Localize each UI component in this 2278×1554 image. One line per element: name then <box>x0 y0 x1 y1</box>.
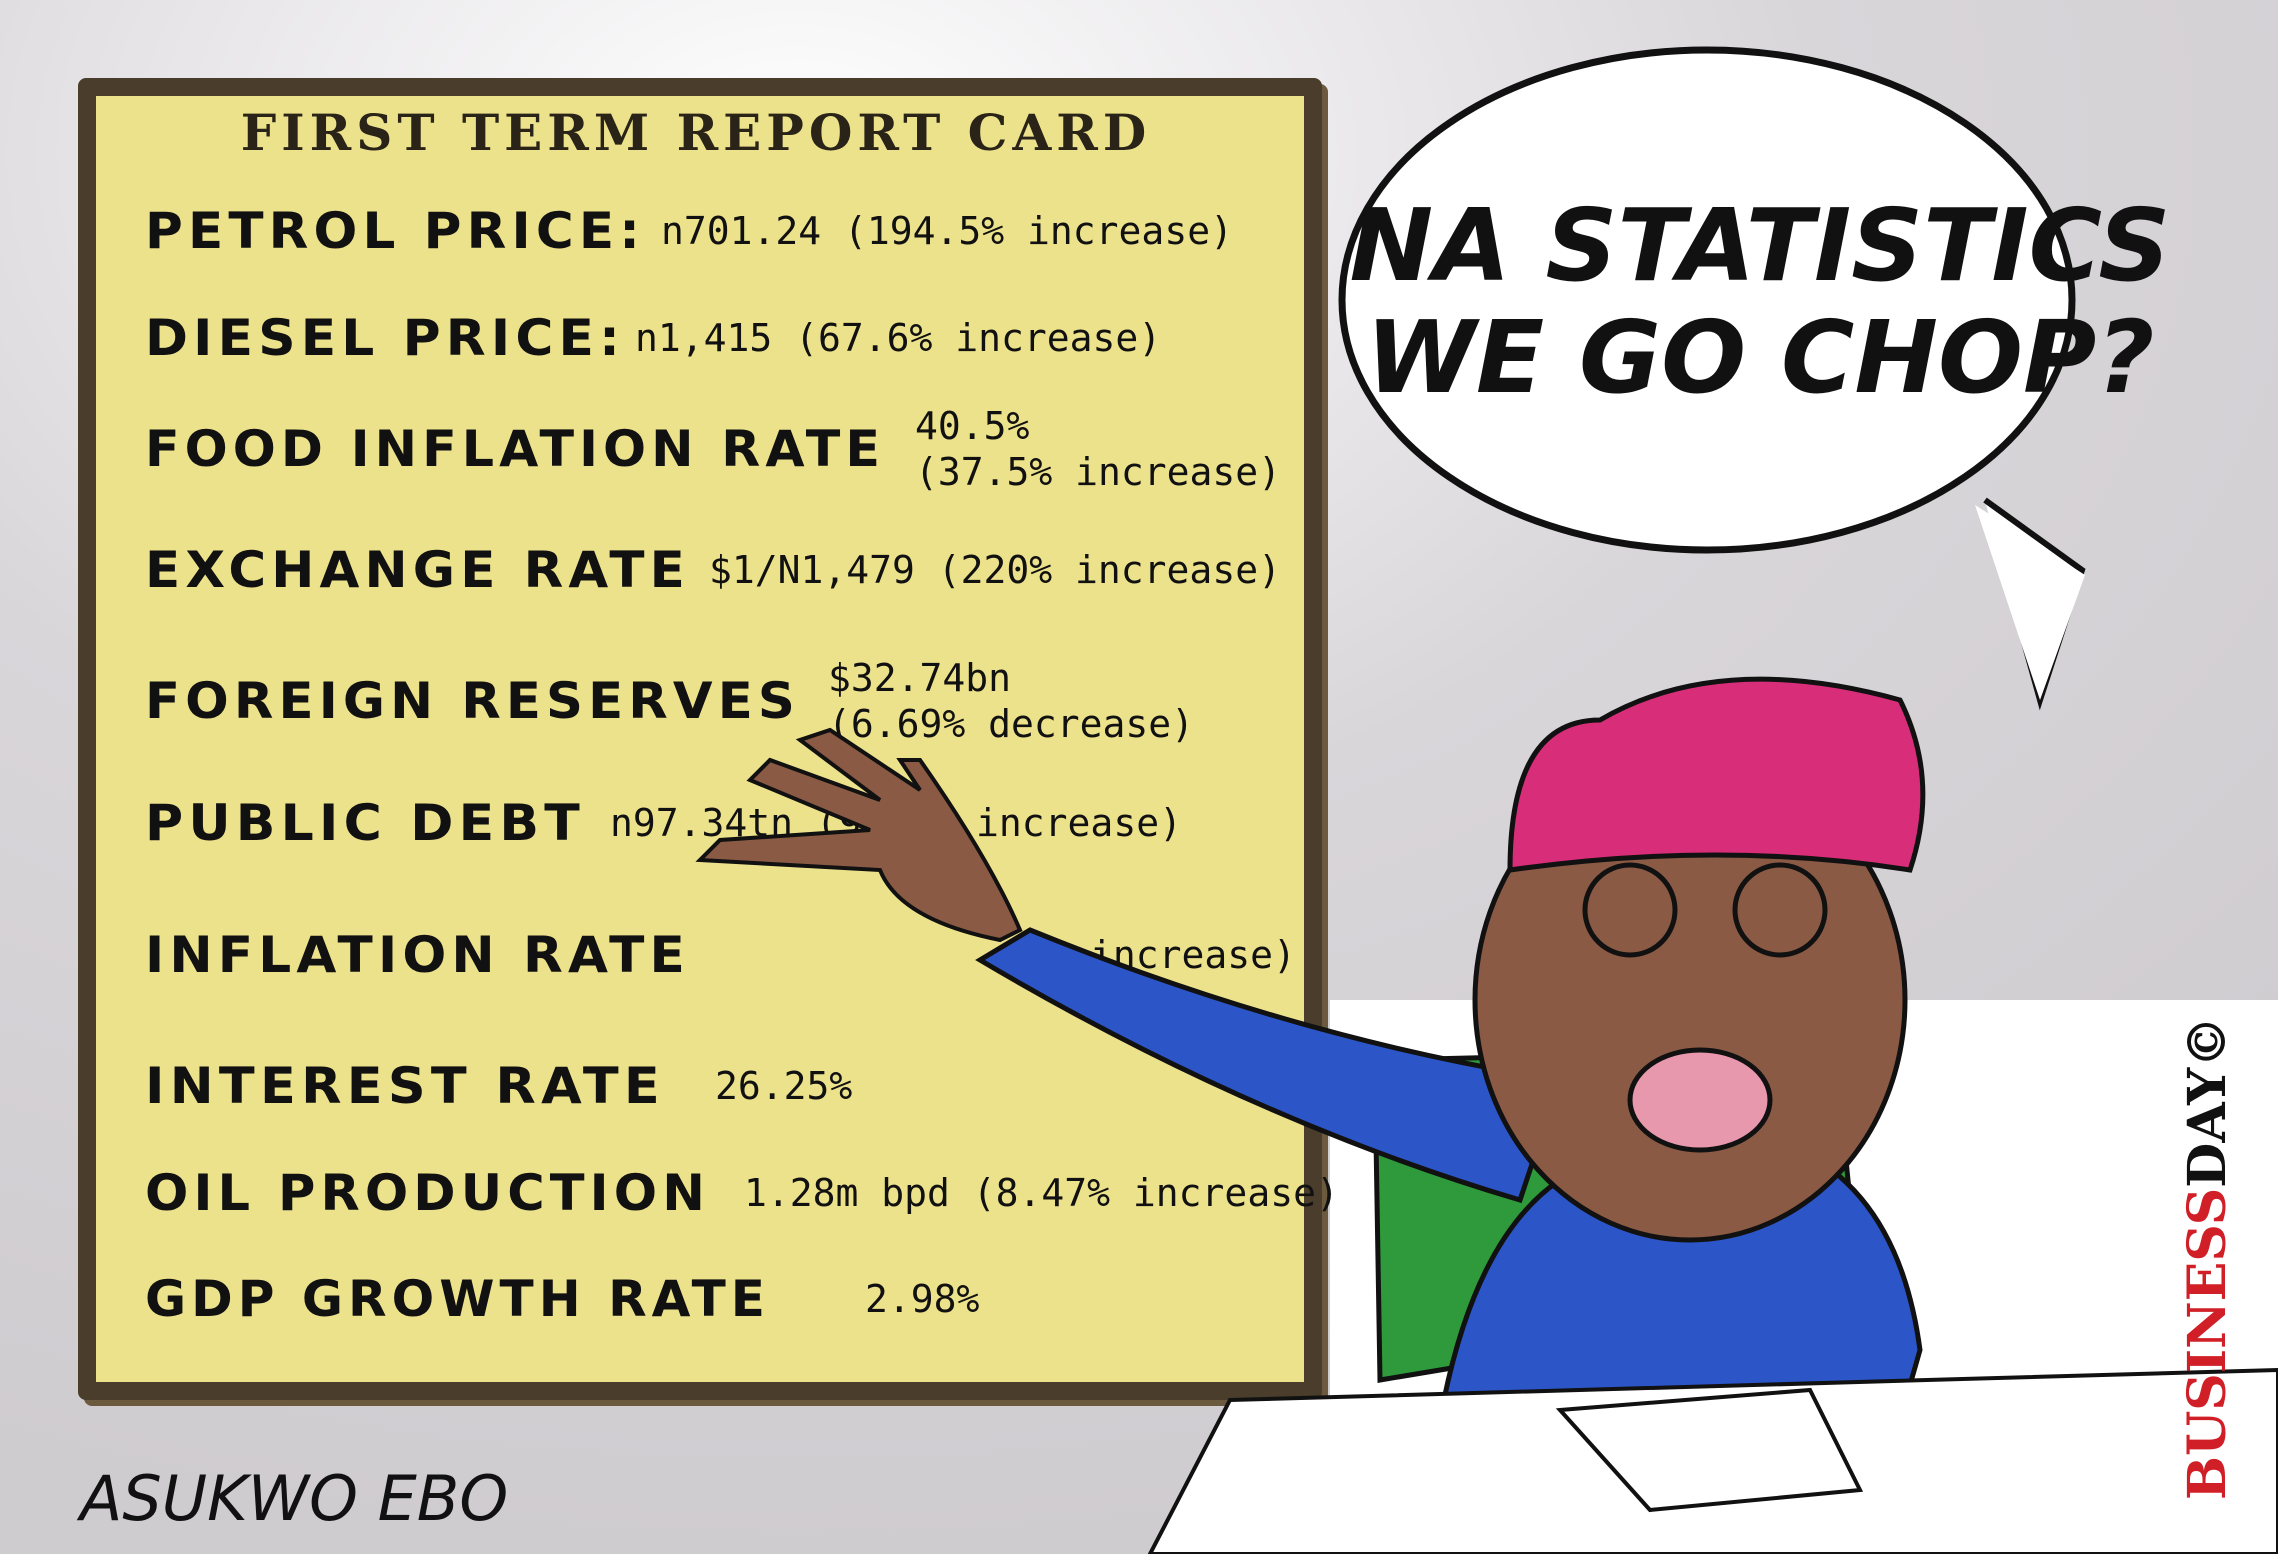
row-label: OIL PRODUCTION <box>145 1164 710 1222</box>
arm <box>975 927 1564 1204</box>
row-value: 1.28m bpd (8.47% increase) <box>744 1171 1339 1215</box>
logo-black: DAY© <box>2177 1016 2238 1188</box>
row-value: $1/N1,479 (220% increase) <box>709 548 1281 592</box>
row-label: FOOD INFLATION RATE <box>145 420 885 478</box>
row-value: (6.69% decrease) <box>828 702 1194 746</box>
speech-bubble <box>1338 46 2076 554</box>
row-value: 2.98% <box>865 1277 980 1321</box>
rows: PETROL PRICE: n701.24 (194.5% increase) DI… <box>145 202 1339 1328</box>
row-value: (37.5% increase) <box>915 450 1281 494</box>
signature: ASUKWO EBO <box>76 1462 508 1535</box>
row-label: FOREIGN RESERVES <box>145 672 800 730</box>
row-label: INFLATION RATE <box>145 926 690 984</box>
row-value: n701.24 (194.5% increase) <box>661 209 1233 253</box>
cap <box>1507 676 1926 873</box>
mouth <box>1627 1047 1773 1153</box>
row-label: PUBLIC DEBT <box>145 794 585 852</box>
row-value: 40.5% <box>915 404 1030 448</box>
glasses <box>1732 862 1828 958</box>
logo: BUSINESSDAY© <box>2177 1016 2238 1500</box>
row-value: $32.74bn <box>828 656 1011 700</box>
row-label: GDP GROWTH RATE <box>145 1270 770 1328</box>
bubble-joint <box>1975 505 2085 700</box>
row-value: n1,415 (67.6% increase) <box>635 316 1161 360</box>
card-title: FIRST TERM REPORT CARD <box>241 103 1151 162</box>
logo-red: BUSINESS <box>2177 1188 2238 1500</box>
board <box>96 96 1304 1382</box>
paper <box>1555 1387 1864 1513</box>
row-label: INTEREST RATE <box>145 1057 665 1115</box>
speech-line: NA STATISTICS <box>1350 187 2171 304</box>
speech-line: WE GO CHOP? <box>1366 299 2155 416</box>
row-label: EXCHANGE RATE <box>145 541 690 599</box>
glasses <box>1582 862 1678 958</box>
hand <box>695 727 1023 943</box>
row-value: 26.25% <box>715 1064 852 1108</box>
row-label: DIESEL PRICE: <box>145 309 625 367</box>
row-label: PETROL PRICE: <box>145 202 645 260</box>
